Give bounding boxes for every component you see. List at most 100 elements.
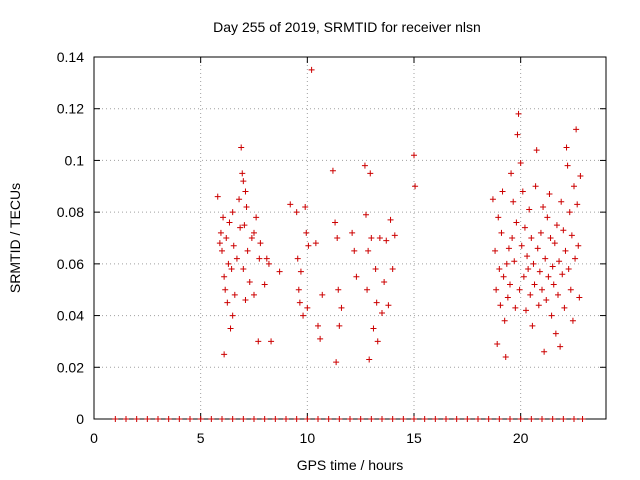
data-point (219, 247, 225, 254)
data-point (336, 322, 343, 329)
data-point (293, 209, 300, 216)
data-point (222, 286, 229, 293)
data-point (255, 338, 262, 345)
data-point (349, 229, 356, 236)
data-point (475, 416, 481, 422)
data-point (494, 341, 501, 348)
data-point (511, 258, 518, 265)
data-point (223, 235, 230, 241)
data-point (555, 291, 561, 298)
data-point (512, 304, 519, 311)
data-point (233, 255, 240, 262)
data-point (227, 325, 234, 332)
data-point (552, 330, 559, 337)
data-point (217, 229, 224, 236)
data-point (251, 229, 257, 236)
data-point (229, 416, 236, 422)
data-point (566, 209, 573, 216)
y-tick-label: 0.1 (65, 152, 85, 168)
data-point (226, 219, 233, 226)
data-point (443, 416, 449, 422)
data-point (569, 317, 576, 324)
data-point (240, 416, 247, 422)
data-point (305, 242, 312, 249)
data-point (577, 172, 584, 179)
data-point (229, 312, 236, 319)
data-point (492, 247, 499, 254)
data-point (133, 416, 140, 422)
data-point (534, 245, 541, 252)
data-point (287, 201, 294, 208)
data-point (228, 266, 235, 273)
data-point (334, 235, 341, 241)
data-point (535, 302, 542, 309)
data-point (541, 348, 548, 355)
data-point (540, 203, 547, 210)
data-point (294, 255, 301, 262)
data-point (208, 416, 215, 422)
data-point (496, 266, 503, 273)
data-point (123, 416, 129, 422)
data-point (557, 343, 564, 350)
data-point (365, 247, 372, 254)
data-point (525, 266, 532, 273)
x-tick-label: 15 (406, 430, 422, 446)
data-point (509, 235, 516, 241)
data-point (225, 260, 232, 267)
data-point (464, 416, 471, 422)
data-point (574, 201, 581, 208)
data-point (332, 219, 339, 226)
data-point (573, 126, 580, 133)
y-tick-label: 0.04 (57, 308, 84, 324)
data-point (317, 335, 324, 342)
data-point (361, 162, 368, 169)
data-point (500, 273, 507, 280)
data-point (543, 297, 550, 304)
data-point (517, 160, 524, 167)
data-point (368, 235, 375, 241)
data-point (572, 255, 579, 262)
data-point (319, 291, 326, 298)
data-point (432, 416, 439, 422)
data-point (567, 286, 574, 293)
axis-ticks: 0 0.02 0.04 0.06 0.08 0.1 0.12 0.14 0 5 10 15 20 (57, 49, 606, 446)
data-point (546, 191, 553, 198)
data-point (261, 281, 268, 288)
y-tick-label: 0.08 (57, 204, 84, 220)
data-point (381, 278, 388, 285)
data-point (379, 309, 385, 316)
data-point (367, 170, 374, 177)
data-point (533, 147, 540, 154)
y-tick-label: 0 (76, 411, 84, 427)
data-point (571, 183, 577, 190)
data-point (563, 144, 570, 151)
data-point (297, 268, 304, 275)
data-point (537, 229, 544, 236)
data-point (221, 273, 228, 280)
data-point (312, 240, 319, 247)
data-point (560, 416, 567, 422)
data-point (556, 258, 563, 265)
data-point (502, 353, 509, 360)
data-point (238, 144, 245, 151)
data-point (376, 235, 383, 241)
y-axis-label: SRMTID / TECUs (7, 183, 23, 293)
data-point (539, 416, 545, 422)
data-point (495, 214, 502, 221)
data-point (536, 268, 543, 275)
data-point (383, 237, 390, 244)
data-point (251, 416, 257, 422)
y-tick-label: 0.14 (57, 49, 84, 65)
data-point (347, 416, 353, 422)
data-point (197, 416, 204, 422)
data-point (516, 286, 523, 293)
data-point (176, 416, 183, 422)
data-point (507, 416, 513, 422)
data-point (239, 170, 246, 177)
data-point (300, 312, 307, 319)
data-point (237, 224, 244, 231)
data-point (539, 286, 545, 293)
data-point (527, 291, 534, 298)
data-point (493, 286, 500, 293)
data-point (268, 338, 275, 345)
